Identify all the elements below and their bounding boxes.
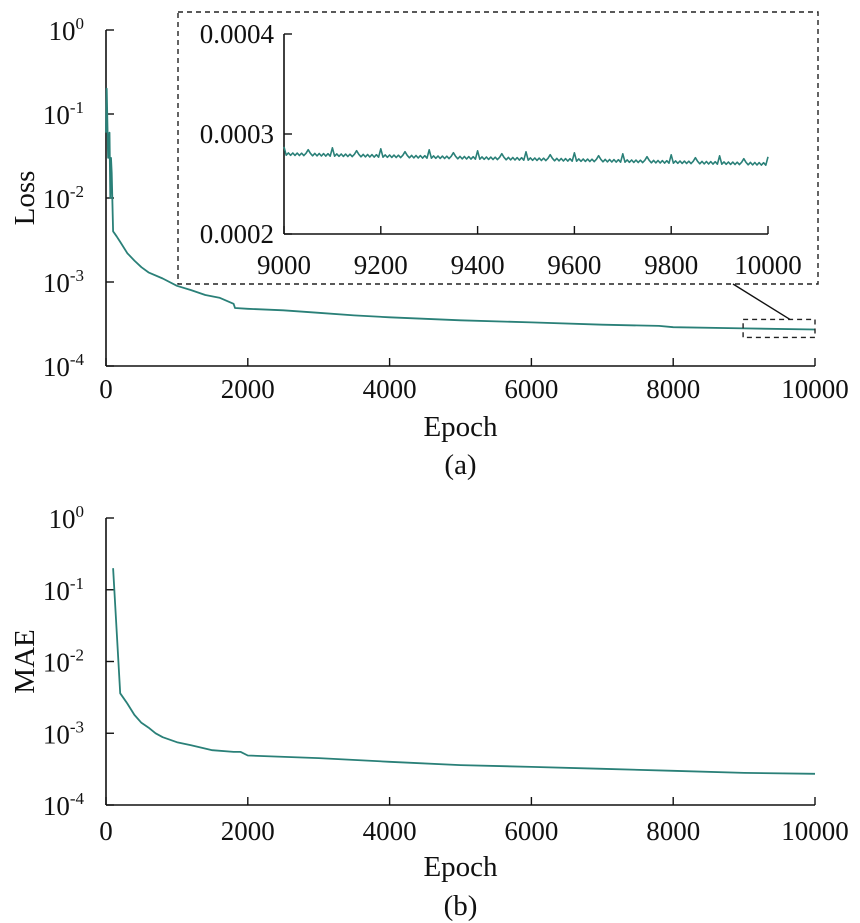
panel-caption: (b) [444,890,478,922]
series-line [105,87,816,331]
y-tick-exponent: 0 [76,502,85,521]
y-axis-label: MAE [9,629,41,693]
y-tick-label: 10-2 [43,646,84,678]
x-tick-label: 8000 [646,374,700,404]
x-tick-label: 10000 [781,816,849,846]
inset-x-tick-label: 9600 [547,250,601,280]
x-tick-label: 10000 [781,374,849,404]
y-tick-exponent: -2 [70,182,84,201]
y-axis-label: Loss [9,171,41,226]
inset-x-tick-label: 9800 [644,250,698,280]
y-tick-exponent: -4 [70,350,85,369]
y-tick-label: 10-3 [43,717,84,749]
y-tick-exponent: -1 [70,98,84,117]
inset-x-tick-label: 9200 [354,250,408,280]
inset-y-tick-label: 0.0003 [200,119,274,149]
x-tick-label: 4000 [363,374,417,404]
inset-series-line [283,146,769,166]
x-tick-label: 0 [99,374,113,404]
inset-x-tick-label: 9400 [451,250,505,280]
y-tick-label: 10-2 [43,182,84,214]
inset-x-tick-label: 10000 [734,250,802,280]
y-tick-label: 10-1 [43,98,84,130]
y-tick-label: 10-1 [43,574,84,606]
x-tick-label: 2000 [221,816,275,846]
x-axis-label: Epoch [423,411,498,443]
series-line [112,568,816,775]
x-tick-label: 8000 [646,816,700,846]
y-tick-exponent: 0 [76,14,85,33]
y-tick-exponent: -3 [70,266,84,285]
x-tick-label: 4000 [363,816,417,846]
y-tick-exponent: -3 [70,717,84,736]
x-tick-label: 2000 [221,374,275,404]
y-tick-exponent: -2 [70,646,84,665]
y-tick-label: 100 [49,14,85,46]
x-tick-label: 6000 [504,374,558,404]
zoom-leader-line [732,283,791,321]
y-tick-exponent: -1 [70,574,84,593]
panel-caption: (a) [444,449,476,481]
y-tick-exponent: -4 [70,789,85,808]
x-tick-label: 0 [99,816,113,846]
chart-panel-a: 100 10-1 10-2 10-3 10-4 0 2000 4000 6000 8000 1000… [9,11,849,481]
inset-y-tick-label: 0.0004 [200,19,275,49]
y-tick-label: 10-4 [43,789,85,821]
y-tick-label: 100 [49,502,85,534]
y-tick-label: 10-4 [43,350,85,382]
x-axis-label: Epoch [423,851,498,883]
y-tick-label: 10-3 [43,266,84,298]
chart-panel-b: 100 10-1 10-2 10-3 10-4 0 2000 4000 6000 8000 1000… [9,502,849,922]
x-tick-label: 6000 [504,816,558,846]
inset-y-tick-label: 0.0002 [200,219,274,249]
inset-frame [177,11,819,285]
inset-x-tick-label: 9000 [257,250,311,280]
